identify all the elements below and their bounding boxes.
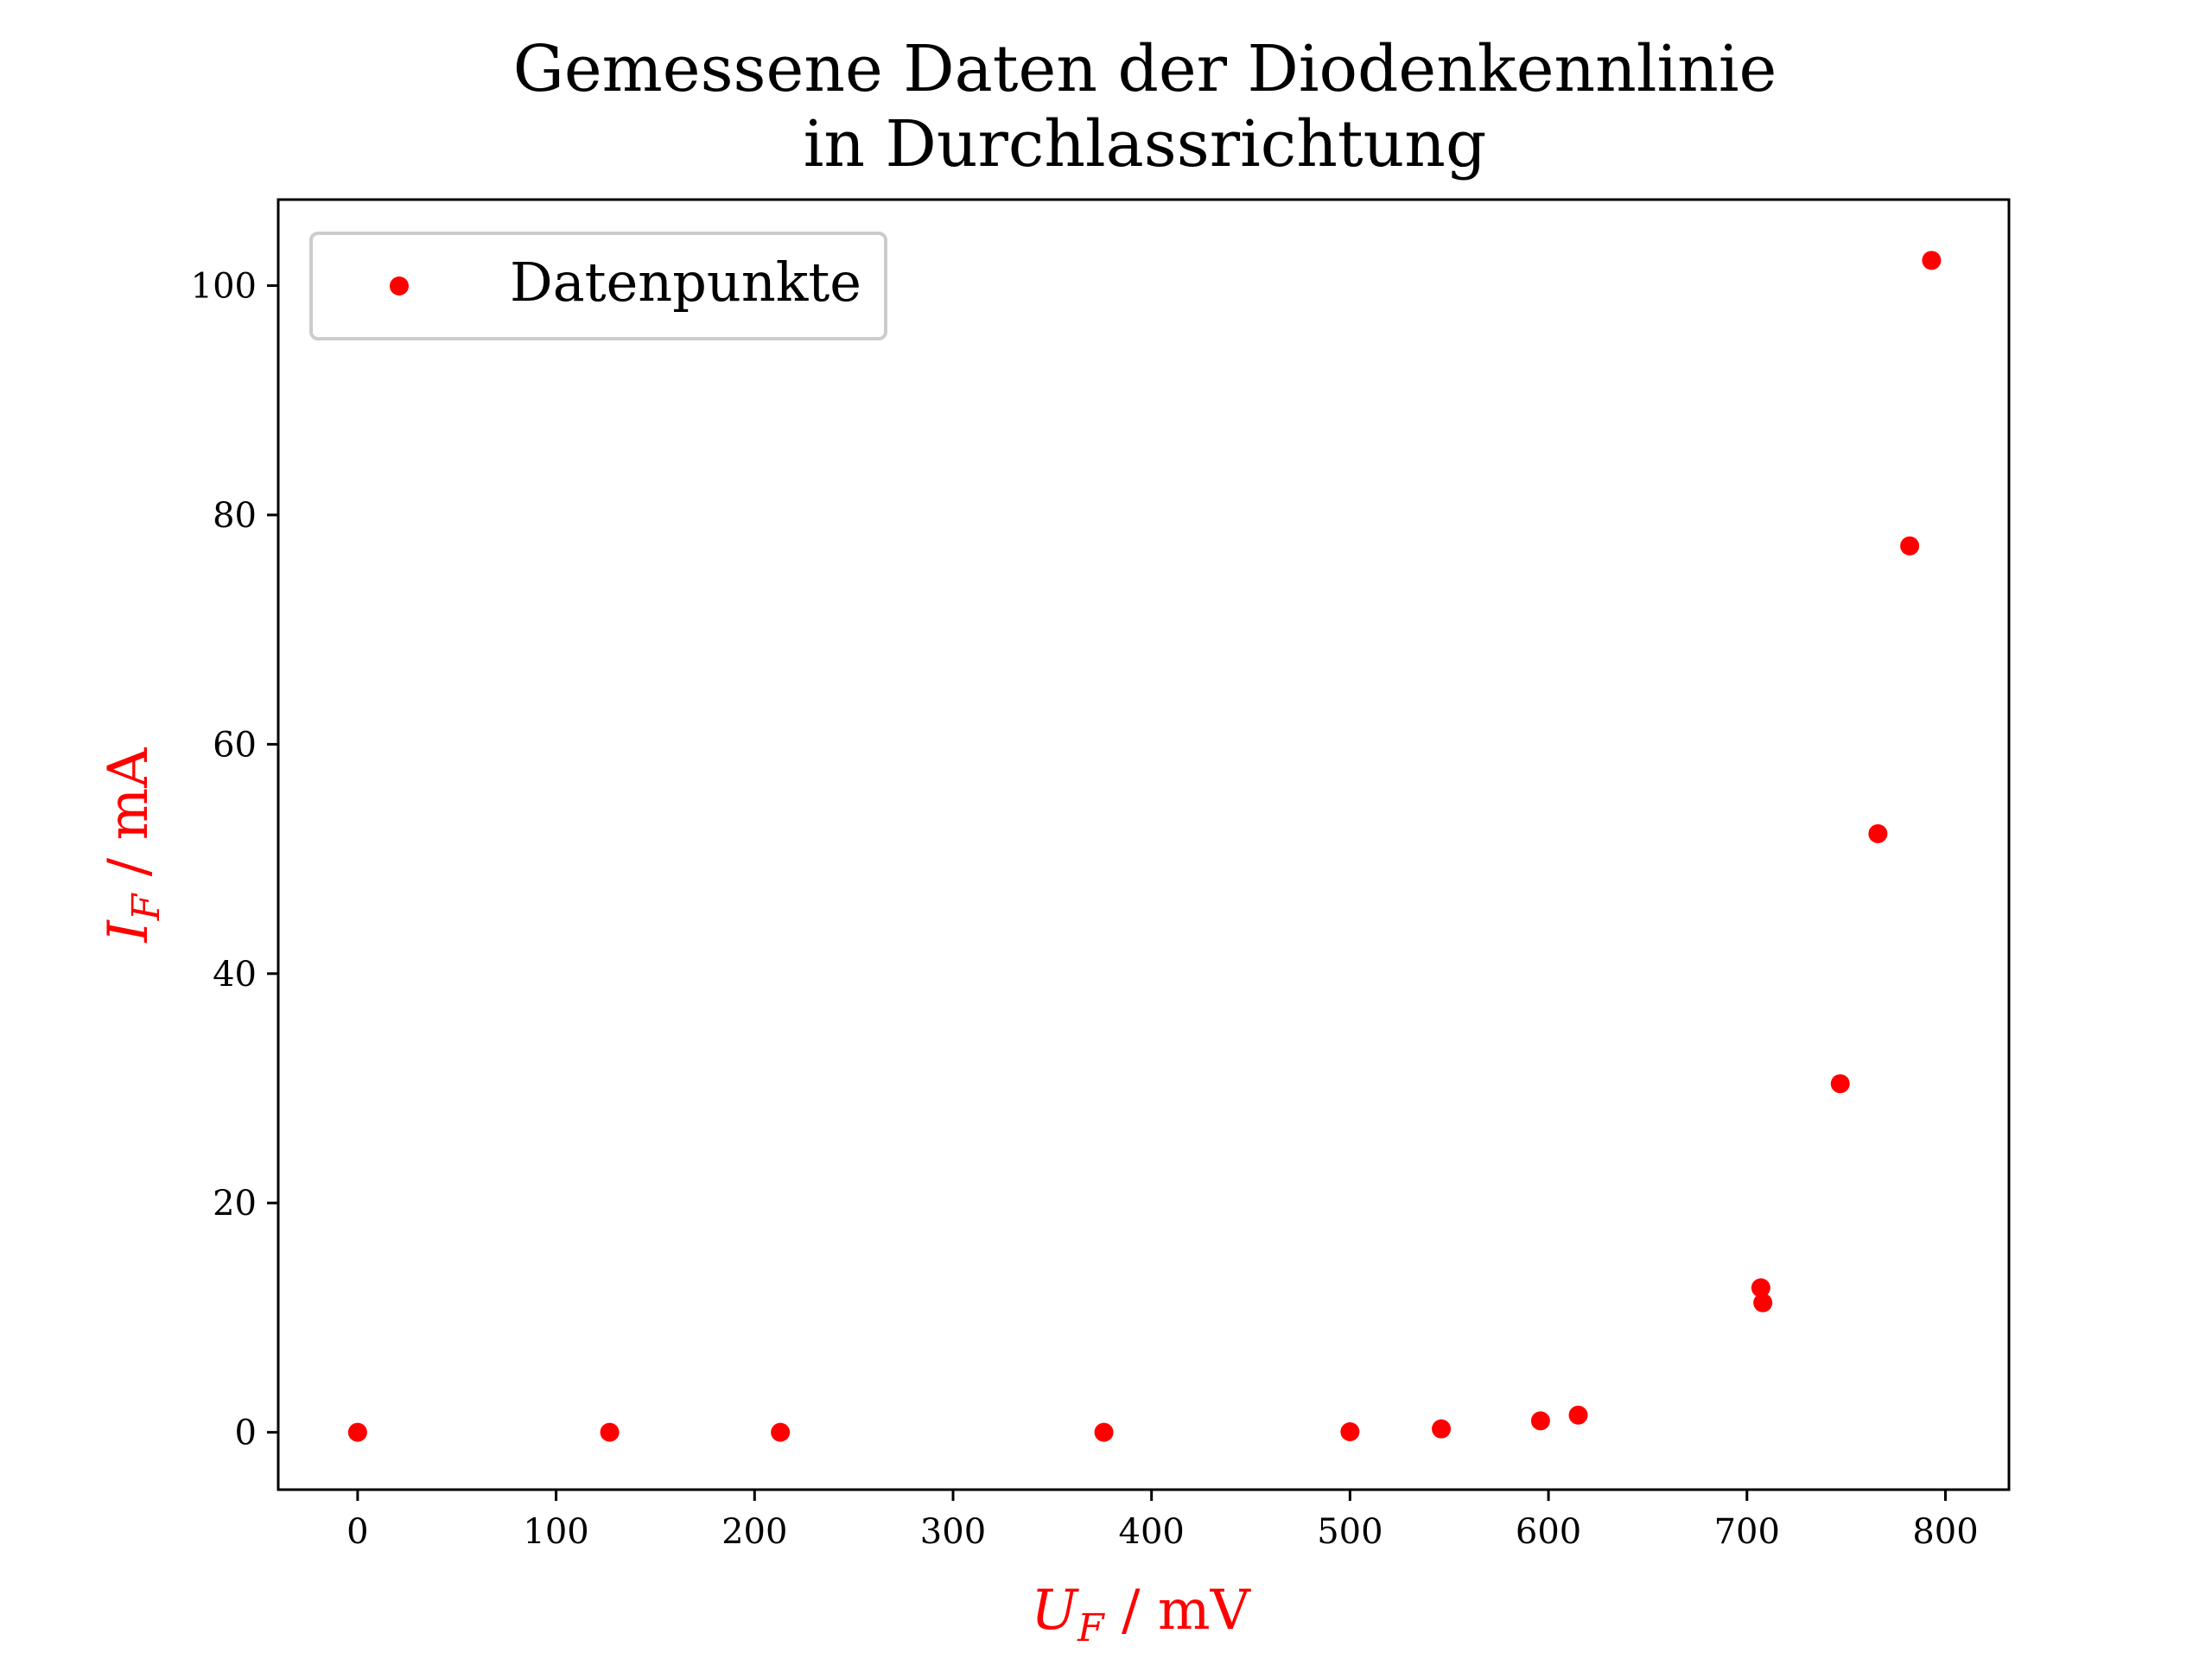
data-point: [1830, 1074, 1850, 1094]
data-point: [1922, 251, 1942, 270]
data-point: [1900, 536, 1920, 556]
x-axis-ticks: 0 100 200 300 400 500 600 700 800: [346, 1490, 1979, 1552]
x-axis-label-subscript: F: [1077, 1606, 1105, 1650]
chart-title-line-2: in Durchlassrichtung: [804, 107, 1487, 181]
data-point: [347, 1422, 367, 1442]
data-points: [347, 251, 1942, 1442]
data-point: [1753, 1293, 1773, 1313]
x-tick-label: 300: [920, 1512, 986, 1552]
data-point: [1568, 1405, 1588, 1425]
x-tick-label: 500: [1317, 1512, 1382, 1552]
data-point: [771, 1422, 791, 1442]
x-axis-label-unit: / mV: [1104, 1579, 1252, 1643]
y-tick-label: 0: [235, 1414, 257, 1453]
y-tick-label: 60: [213, 725, 257, 765]
x-tick-label: 0: [346, 1512, 368, 1552]
y-axis-label-unit: / mA: [97, 747, 161, 894]
data-point: [1751, 1278, 1770, 1298]
data-point: [1094, 1422, 1114, 1442]
x-axis-label: UF / mV: [1031, 1579, 1251, 1650]
x-tick-label: 700: [1714, 1512, 1780, 1552]
legend-marker: [390, 276, 409, 296]
chart-title: Gemessene Daten der Diodenkennlinie in D…: [513, 32, 1777, 181]
y-axis-label-subscript: F: [124, 893, 168, 921]
data-point: [1868, 823, 1888, 843]
data-point: [1340, 1421, 1360, 1441]
x-tick-label: 100: [523, 1512, 588, 1552]
y-axis-label-symbol: I: [97, 918, 161, 943]
legend-label-datenpunkte: Datenpunkte: [510, 251, 861, 314]
y-tick-label: 100: [191, 267, 257, 307]
y-tick-label: 20: [213, 1184, 257, 1224]
data-point: [600, 1422, 620, 1442]
data-point: [1530, 1411, 1550, 1431]
y-axis-ticks: 0 20 40 60 80 100: [191, 267, 278, 1453]
data-point: [1432, 1419, 1452, 1439]
x-tick-label: 400: [1119, 1512, 1185, 1552]
legend-box: [309, 232, 887, 340]
y-tick-label: 80: [213, 496, 257, 536]
x-tick-label: 600: [1516, 1512, 1581, 1552]
x-tick-label: 200: [721, 1512, 787, 1552]
y-tick-label: 40: [213, 955, 257, 995]
chart-title-line-1: Gemessene Daten der Diodenkennlinie: [513, 32, 1777, 106]
plot-area-frame: [276, 198, 2011, 1491]
y-axis-label: IF / mA: [97, 747, 168, 944]
x-tick-label: 800: [1912, 1512, 1978, 1552]
legend: Datenpunkte: [309, 232, 887, 340]
x-axis-label-symbol: U: [1031, 1579, 1079, 1643]
